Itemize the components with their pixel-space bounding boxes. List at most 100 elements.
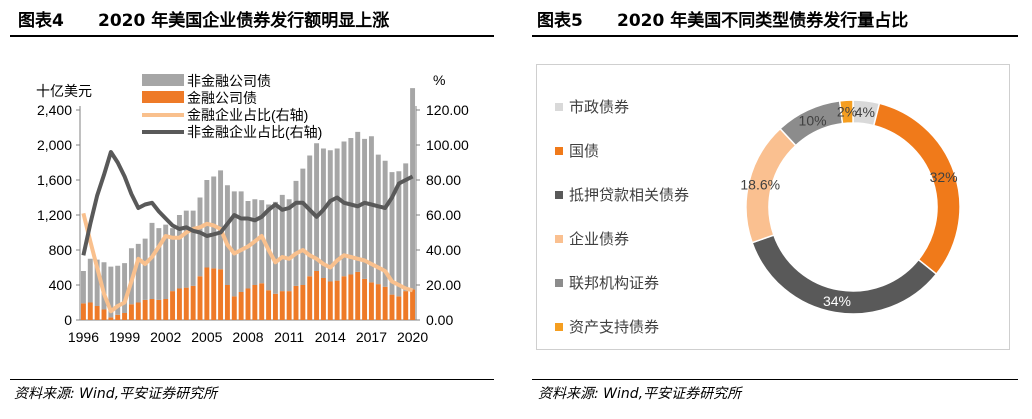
bar-financial <box>327 281 333 320</box>
bar-nonfinancial <box>176 215 182 289</box>
bar-nonfinancial <box>382 160 388 287</box>
bar-financial <box>375 284 381 320</box>
bar-nonfinancial <box>190 210 196 286</box>
bar-financial <box>245 288 251 320</box>
bar-nonfinancial <box>94 259 100 306</box>
bar-financial <box>80 303 86 320</box>
bar-nonfinancial <box>396 171 402 297</box>
donut-data-label: 2% <box>837 104 857 120</box>
bar-financial <box>362 278 368 320</box>
bar-nonfinancial <box>300 168 306 285</box>
legend-swatch <box>142 91 184 103</box>
bar-financial <box>224 285 230 320</box>
bar-financial <box>307 276 313 320</box>
right-tick-label: 100.00 <box>426 137 469 153</box>
x-tick-label: 2014 <box>315 329 346 345</box>
legend-swatch <box>555 235 563 243</box>
bar-nonfinancial <box>183 210 189 288</box>
legend-swatch <box>555 147 563 155</box>
legend-label: 联邦机构证券 <box>569 275 659 292</box>
bar-nonfinancial <box>362 138 368 279</box>
bar-nonfinancial <box>403 163 409 292</box>
right-tick-label: 120.00 <box>426 102 469 118</box>
bar-financial <box>252 285 258 320</box>
x-tick-label: 2008 <box>232 329 263 345</box>
bar-nonfinancial <box>279 194 285 292</box>
bar-nonfinancial <box>272 201 278 294</box>
bar-financial <box>149 299 155 320</box>
bar-financial <box>286 291 292 320</box>
bar-financial <box>279 291 285 320</box>
legend-swatch <box>555 279 563 287</box>
bar-financial <box>272 293 278 320</box>
bar-financial <box>94 306 100 320</box>
bar-nonfinancial <box>341 141 347 277</box>
bar-financial <box>190 285 196 320</box>
left-source-rule <box>10 379 494 380</box>
left-figure-number: 图表4 <box>18 11 64 31</box>
bar-financial <box>341 276 347 320</box>
x-tick-label: 1996 <box>68 329 99 345</box>
x-tick-label: 1999 <box>109 329 140 345</box>
left-tick-label: 800 <box>49 242 73 258</box>
line-nonfinancial-share <box>81 150 414 256</box>
bar-nonfinancial <box>218 170 224 270</box>
bar-financial <box>128 304 134 320</box>
bar-financial <box>218 269 224 320</box>
bar-nonfinancial <box>293 180 299 286</box>
bar-nonfinancial <box>135 243 141 303</box>
bar-nonfinancial <box>389 172 395 295</box>
x-tick-label: 2005 <box>191 329 222 345</box>
bar-financial <box>211 268 217 320</box>
bar-nonfinancial <box>108 266 114 318</box>
legend-swatch <box>555 103 563 111</box>
bar-nonfinancial <box>375 154 381 285</box>
bar-nonfinancial <box>238 191 244 292</box>
x-tick-label: 2002 <box>150 329 181 345</box>
left-source-note: 资料来源: Wind,平安证券研究所 <box>14 386 218 402</box>
bar-nonfinancial <box>122 263 128 313</box>
right-figure-number: 图表5 <box>537 11 583 31</box>
right-tick-label: 40.00 <box>426 242 461 258</box>
bar-nonfinancial <box>156 228 162 300</box>
bar-financial <box>231 296 237 320</box>
bar-nonfinancial <box>115 265 121 315</box>
bar-financial <box>170 291 176 320</box>
legend-label: 抵押贷款相关债券 <box>569 187 689 204</box>
left-chart: 十亿美元% 0 400 800 1,200 1,600 2,000 2,400 0.00 20.0… <box>36 72 469 345</box>
donut-data-label: 4% <box>855 104 875 120</box>
left-tick-label: 2,400 <box>37 102 72 118</box>
bar-nonfinancial <box>286 199 292 292</box>
left-title-rule <box>10 35 494 37</box>
right-axis-title: % <box>433 72 445 88</box>
legend-label: 市政债券 <box>569 99 629 116</box>
bar-financial <box>389 294 395 320</box>
right-title-text: 2020 年美国不同类型债券发行量占比 <box>617 11 909 31</box>
legend-label: 国债 <box>569 143 599 160</box>
bar-financial <box>142 299 148 320</box>
bar-financial <box>122 313 128 320</box>
bar-nonfinancial <box>142 238 148 300</box>
donut-data-label: 34% <box>823 293 851 309</box>
bar-nonfinancial <box>314 143 320 271</box>
bar-nonfinancial <box>231 191 237 297</box>
x-tick-label: 2017 <box>356 329 387 345</box>
bar-financial <box>156 299 162 320</box>
bar-nonfinancial <box>87 258 93 303</box>
left-axis-title: 十亿美元 <box>36 83 92 99</box>
left-tick-label: 2,000 <box>37 137 72 153</box>
legend-label: 非金融公司债 <box>187 73 271 89</box>
left-title-text: 2020 年美国企业债券发行额明显上涨 <box>98 11 390 31</box>
bar-financial <box>396 296 402 320</box>
bar-financial <box>183 287 189 320</box>
bar-nonfinancial <box>355 131 361 272</box>
bar-nonfinancial <box>197 197 203 277</box>
bar-financial <box>382 286 388 320</box>
bar-financial <box>355 271 361 320</box>
bar-nonfinancial <box>101 262 107 310</box>
legend-label: 企业债券 <box>569 230 629 248</box>
bar-financial <box>266 290 272 320</box>
bar-financial <box>108 317 114 320</box>
bar-financial <box>238 292 244 320</box>
right-source-note: 资料来源: Wind,平安证券研究所 <box>538 386 742 402</box>
